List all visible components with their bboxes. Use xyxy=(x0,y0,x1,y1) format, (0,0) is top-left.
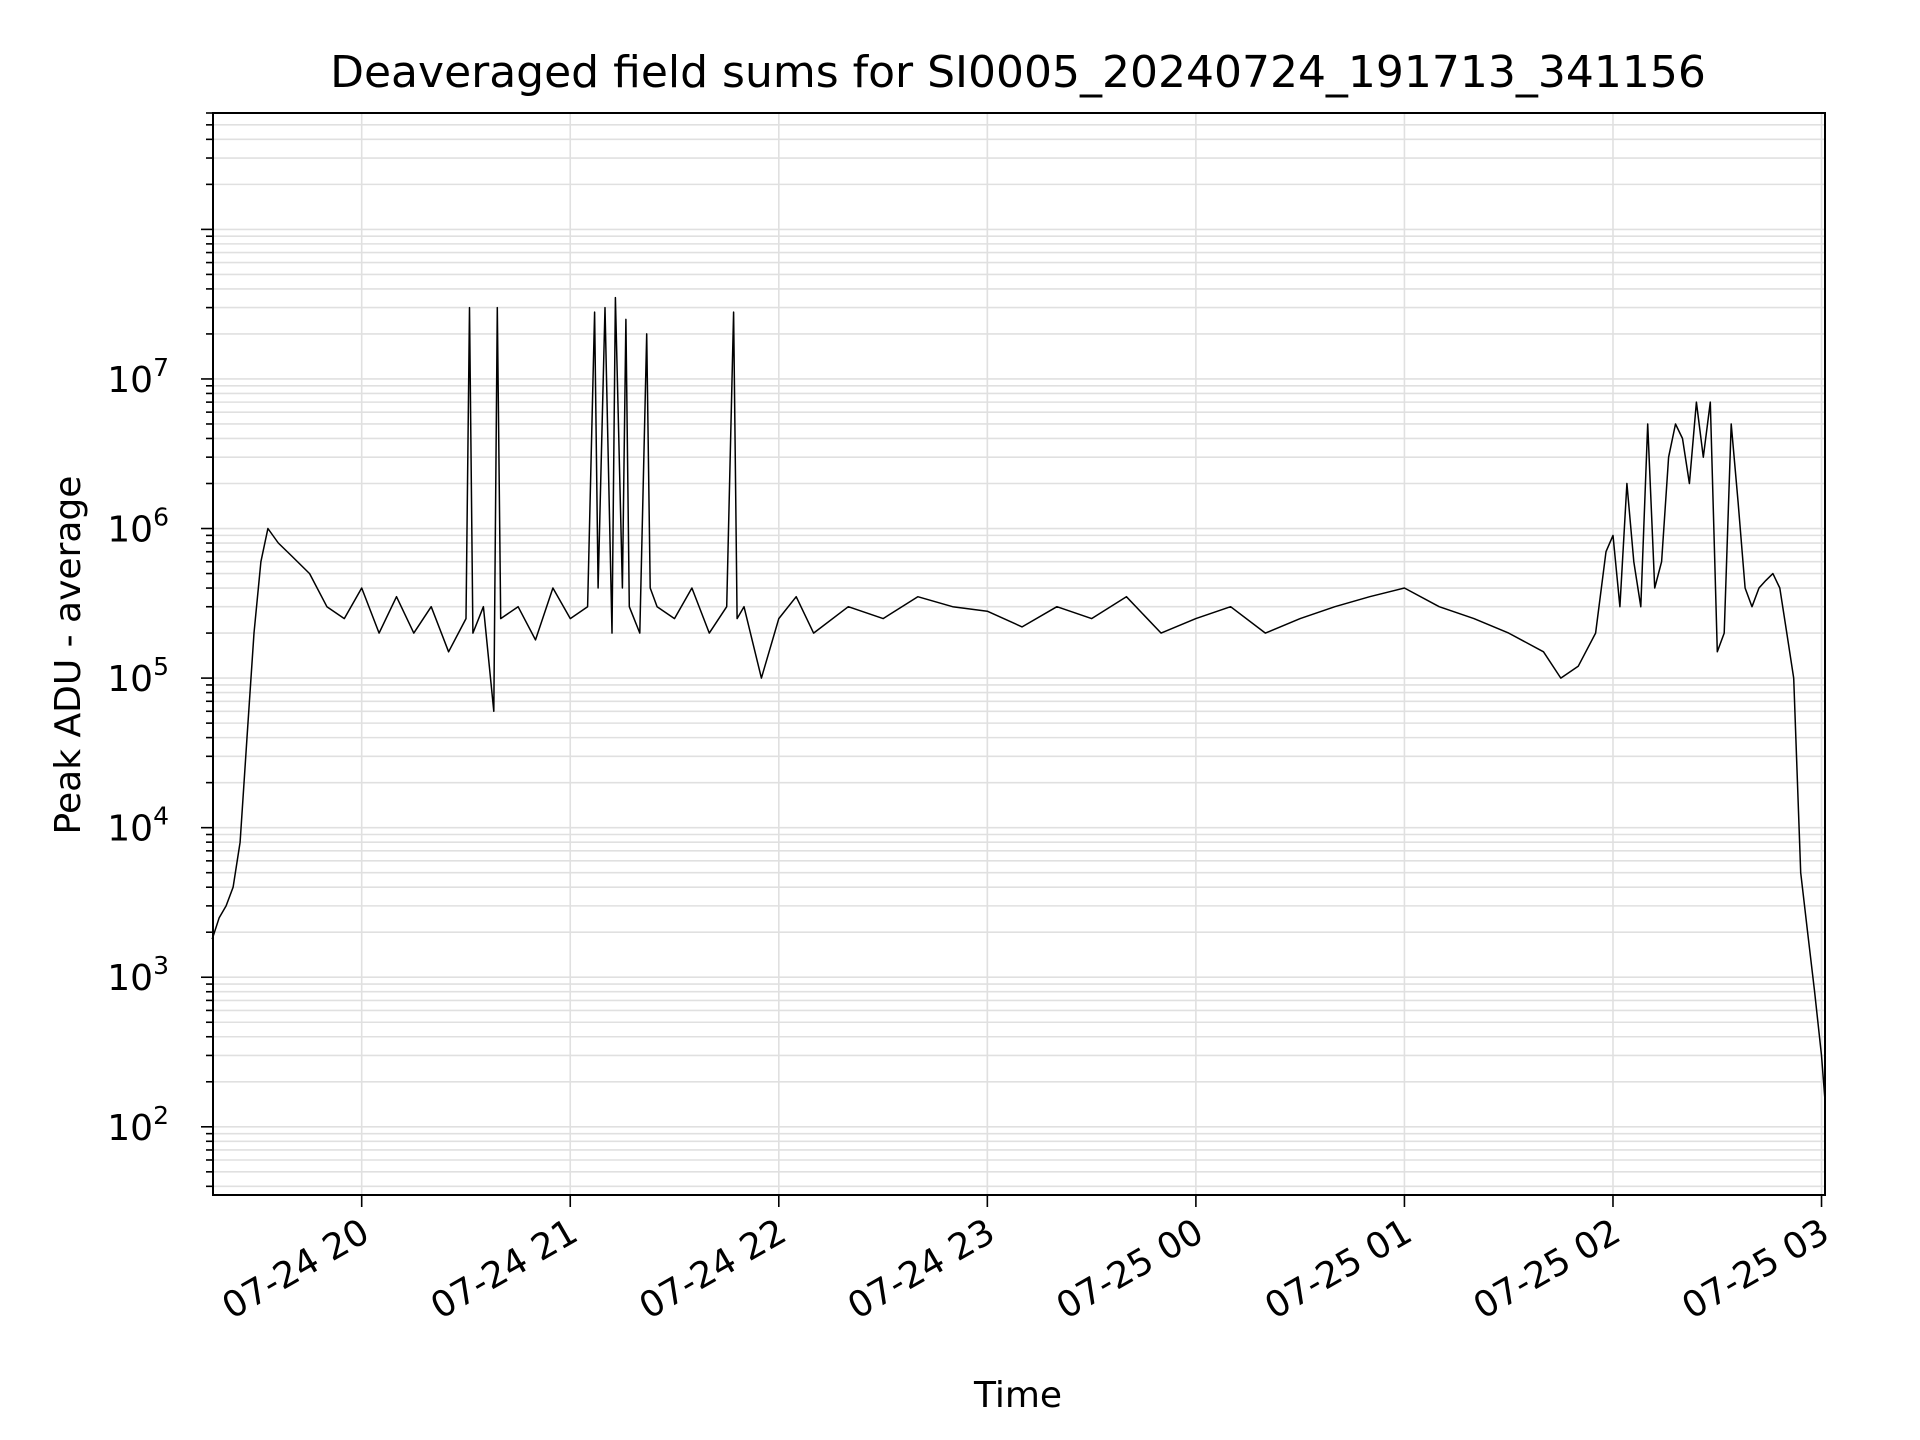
x-tick-label: 07-25 02 xyxy=(1467,1211,1628,1327)
y-tick-label: 104 xyxy=(107,802,169,850)
y-tick-label: 103 xyxy=(107,951,169,999)
plot-frame xyxy=(212,112,1826,1196)
x-tick-label: 07-24 20 xyxy=(216,1211,377,1327)
x-tick-label: 07-24 23 xyxy=(841,1211,1002,1327)
x-axis-label: Time xyxy=(973,1375,1062,1416)
y-tick-label: 106 xyxy=(107,503,169,551)
y-tick-label: 105 xyxy=(107,652,169,700)
y-tick-label: 107 xyxy=(107,353,169,401)
y-axis-label: Peak ADU - average xyxy=(48,476,89,835)
x-tick-label: 07-24 22 xyxy=(633,1211,794,1327)
axis-ticks: 07-24 20 07-24 21 07-24 22 07-24 23 07-25 00… xyxy=(107,112,1836,1328)
y-tick-label: 102 xyxy=(107,1101,169,1149)
x-tick-label: 07-25 01 xyxy=(1258,1211,1419,1327)
x-tick-label: 07-25 03 xyxy=(1675,1211,1836,1327)
x-tick-label: 07-25 00 xyxy=(1050,1211,1211,1327)
grid xyxy=(213,112,1825,1195)
series-line xyxy=(211,296,1826,1101)
chart-title: Deaveraged field sums for SI0005_2024072… xyxy=(330,47,1706,98)
x-tick-label: 07-24 21 xyxy=(424,1211,585,1327)
